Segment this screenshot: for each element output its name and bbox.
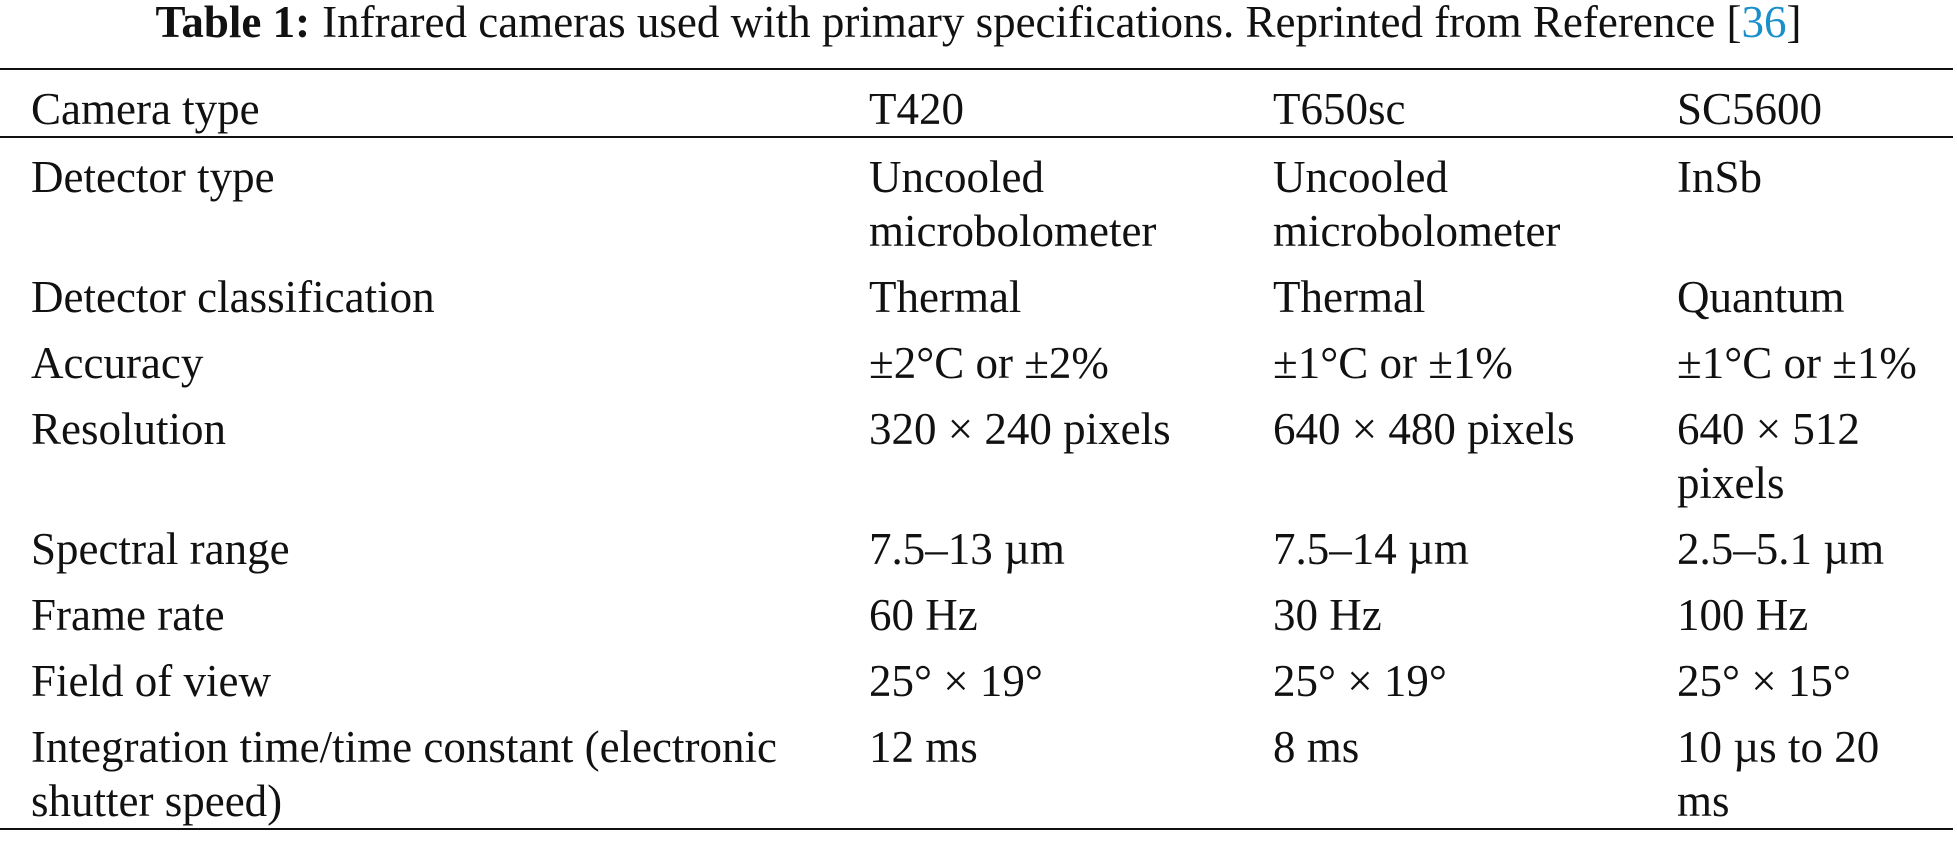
table-head: Camera type T420 T650sc SC5600 [0,69,1953,137]
table-cell: 25° × 19° [1273,656,1447,706]
table-cell: 640 × 480 pixels [1273,404,1575,454]
spec-table: Camera type T420 T650sc SC5600 Detector typ… [0,68,1953,830]
table-cell: 7.5–13 µm [869,524,1065,574]
table-cell: ±2°C or ±2% [869,338,1109,388]
caption-label: Table 1: [155,0,311,47]
table-cell: 30 Hz [1273,590,1382,640]
table-cell: Thermal [869,272,1022,322]
table-row: Field of view 25° × 19° 25° × 19° 25° × 15° [0,642,1953,708]
row-label: Field of view [31,656,271,706]
table-row: Resolution 320 × 240 pixels 640 × 480 pixe… [0,390,1953,510]
table-row: Detector classification Thermal Thermal Qua… [0,258,1953,324]
table-cell: 100 Hz [1677,590,1809,640]
row-label: Spectral range [31,524,290,574]
table-cell: 7.5–14 µm [1273,524,1469,574]
table-cell: 12 ms [869,722,978,772]
header-cell: SC5600 [1677,84,1823,134]
table-row: Accuracy ±2°C or ±2% ±1°C or ±1% ±1°C or ±1… [0,324,1953,390]
table-cell: 320 × 240 pixels [869,404,1171,454]
table-cell: 8 ms [1273,722,1360,772]
table-cell: 2.5–5.1 µm [1677,524,1885,574]
row-label: Frame rate [31,590,225,640]
caption-text-end: ] [1786,0,1802,47]
table-cell: 25° × 15° [1677,656,1851,706]
table-row: Detector type Uncooled microbolometer Unco… [0,137,1953,258]
caption-text: Infrared cameras used with primary speci… [322,0,1742,47]
table-cell: 10 µs to 20 ms [1677,722,1880,826]
table-cell: 640 × 512 pixels [1677,404,1860,508]
table-caption: Table 1: Infrared cameras used with prima… [0,0,1957,47]
row-label: Integration time/time constant (electron… [31,722,777,826]
header-row: Camera type T420 T650sc SC5600 [0,69,1953,137]
table-row: Spectral range 7.5–13 µm 7.5–14 µm 2.5–5.1 … [0,510,1953,576]
table-body: Detector type Uncooled microbolometer Unco… [0,137,1953,829]
table-row: Integration time/time constant (electron… [0,708,1953,829]
table-row: Frame rate 60 Hz 30 Hz 100 Hz [0,576,1953,642]
caption-reference: 36 [1741,0,1787,47]
header-cell: T650sc [1273,84,1406,134]
header-cell: Camera type [31,84,260,134]
row-label: Resolution [31,404,227,454]
table-cell: InSb [1677,152,1763,202]
table-cell: Quantum [1677,272,1845,322]
row-label: Accuracy [31,338,204,388]
table-cell: Uncooled microbolometer [1273,152,1561,256]
table-cell: ±1°C or ±1% [1677,338,1917,388]
table-cell: Uncooled microbolometer [869,152,1157,256]
row-label: Detector type [31,152,275,202]
table-cell: Thermal [1273,272,1426,322]
table-cell: 60 Hz [869,590,978,640]
header-cell: T420 [869,84,964,134]
row-label: Detector classification [31,272,435,322]
table-cell: ±1°C or ±1% [1273,338,1513,388]
table-cell: 25° × 19° [869,656,1043,706]
